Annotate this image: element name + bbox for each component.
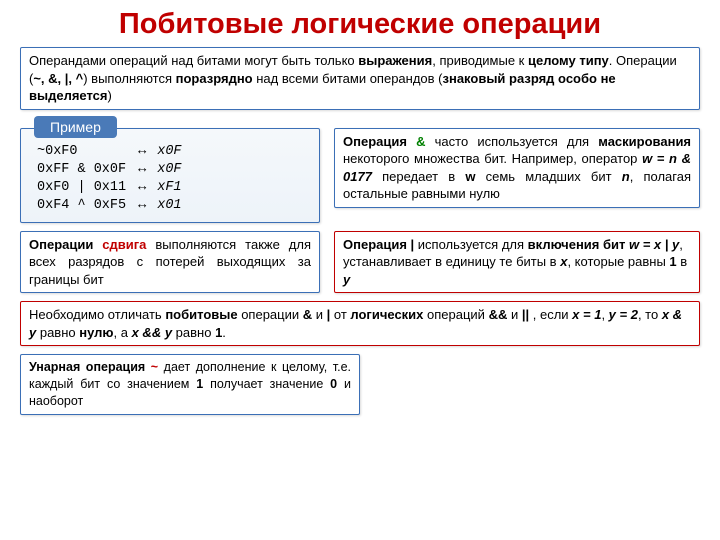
- text: ) выполняются: [83, 71, 175, 86]
- text: , а: [114, 325, 132, 340]
- cell: 0xFF & 0x0F: [31, 161, 132, 179]
- text: операций: [423, 307, 488, 322]
- text: Операция: [343, 237, 411, 252]
- text: 1: [669, 254, 676, 269]
- amp: &: [303, 307, 312, 322]
- intro-box: Операндами операций над битами могут быт…: [20, 47, 700, 110]
- text: от: [330, 307, 350, 322]
- text: равно: [36, 325, 79, 340]
- table-row: 0xF4 ^ 0xF5↔ x01: [31, 197, 188, 215]
- text: , то: [638, 307, 662, 322]
- text: в: [677, 254, 688, 269]
- text: ,: [601, 307, 608, 322]
- text: Унарная операция: [29, 360, 151, 374]
- row-example-and: Пример ~0xF0↔x0F 0xFF & 0x0F↔x0F 0xF0 | …: [20, 116, 700, 223]
- text: и: [312, 307, 327, 322]
- text: целому типу: [528, 53, 609, 68]
- text: , если: [529, 307, 572, 322]
- text: передает в: [372, 169, 465, 184]
- example-box: ~0xF0↔x0F 0xFF & 0x0F↔x0F 0xF0 | 0x11↔xF…: [20, 128, 320, 223]
- text: Операция: [343, 134, 416, 149]
- cell: 0xF0 | 0x11: [31, 179, 132, 197]
- example-badge: Пример: [34, 116, 117, 138]
- text: Операндами операций над битами могут быт…: [29, 53, 358, 68]
- text: маскирования: [598, 134, 691, 149]
- or-box: Операция | используется для включения би…: [334, 231, 700, 294]
- cell: ↔: [132, 197, 151, 215]
- cell: ↔: [132, 179, 151, 197]
- text: операции: [238, 307, 303, 322]
- cell: ↔: [132, 143, 151, 161]
- text: некоторого множества бит. Например, опер…: [343, 151, 642, 166]
- text: включения бит: [528, 237, 629, 252]
- text: выражения: [358, 53, 432, 68]
- text: ): [108, 88, 112, 103]
- text: Операции: [29, 237, 102, 252]
- text: y: [343, 272, 350, 287]
- expr: y = 2: [609, 307, 638, 322]
- expr: x && y: [132, 325, 172, 340]
- table-row: 0xFF & 0x0F↔ x0F: [31, 161, 188, 179]
- text: и: [507, 307, 522, 322]
- cell: ~0xF0: [31, 143, 132, 161]
- shift-box: Операции сдвига выполняются также для вс…: [20, 231, 320, 294]
- tilde-box: Унарная операция ~ дает дополнение к цел…: [20, 354, 360, 415]
- val: x0F: [157, 162, 181, 177]
- aamp: &&: [489, 307, 508, 322]
- text: поразрядно: [176, 71, 253, 86]
- text: Необходимо отличать: [29, 307, 165, 322]
- example-table: ~0xF0↔x0F 0xFF & 0x0F↔x0F 0xF0 | 0x11↔xF…: [31, 143, 188, 216]
- text: над всеми битами операндов (: [253, 71, 443, 86]
- text: часто используется для: [425, 134, 598, 149]
- text: получает значение: [203, 377, 330, 391]
- text: сдвига: [102, 237, 146, 252]
- text: семь младших бит: [475, 169, 621, 184]
- text: нулю: [79, 325, 113, 340]
- cell: x01: [151, 197, 187, 215]
- text: , приводимые к: [432, 53, 528, 68]
- and-box: Операция & часто используется для маскир…: [334, 128, 700, 208]
- val: x0F: [157, 144, 181, 159]
- diff-box: Необходимо отличать побитовые операции &…: [20, 301, 700, 346]
- table-row: ~0xF0↔ x0F: [31, 143, 188, 161]
- cell: ↔: [132, 161, 151, 179]
- cell: 0xF4 ^ 0xF5: [31, 197, 132, 215]
- val: xF1: [157, 180, 181, 195]
- text: .: [222, 325, 226, 340]
- text: ~, &, |, ^: [33, 71, 83, 86]
- example-wrap: Пример ~0xF0↔x0F 0xFF & 0x0F↔x0F 0xF0 | …: [20, 116, 320, 223]
- cell: xF1: [151, 179, 187, 197]
- text: n: [622, 169, 630, 184]
- row-shift-or: Операции сдвига выполняются также для вс…: [20, 231, 700, 294]
- expr: x = 1: [572, 307, 601, 322]
- text: w: [465, 169, 475, 184]
- page-title: Побитовые логические операции: [20, 8, 700, 41]
- cell: x0F: [151, 143, 187, 161]
- val: x01: [157, 198, 181, 213]
- text: равно: [172, 325, 215, 340]
- text: , которые равны: [567, 254, 669, 269]
- expr: w = x | y: [629, 237, 679, 252]
- cell: x0F: [151, 161, 187, 179]
- text: побитовые: [165, 307, 237, 322]
- table-row: 0xF0 | 0x11↔ xF1: [31, 179, 188, 197]
- text: логических: [350, 307, 423, 322]
- text: используется для: [414, 237, 527, 252]
- tilde-op: ~: [151, 360, 158, 374]
